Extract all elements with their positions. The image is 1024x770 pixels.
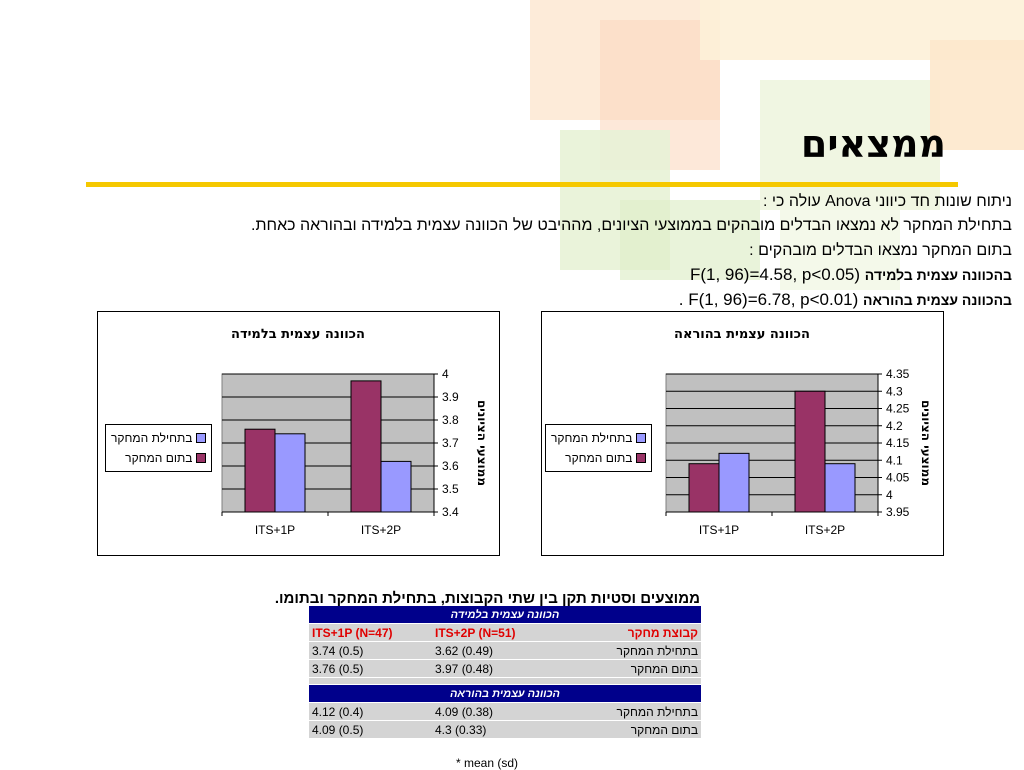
text-line-1: ניתוח שונות חד כיווני Anova עולה כי :	[763, 193, 1012, 210]
legend-item-end: בתום המחקר	[111, 448, 207, 468]
y-tick-label: 4.25	[886, 402, 910, 416]
y-tick-label: 4	[442, 367, 449, 381]
line5-end: .	[678, 290, 684, 309]
legend-item-start: בתחילת המחקר	[551, 428, 647, 448]
y-tick-label: 4.1	[886, 453, 903, 467]
table-cell: 3.76 (0.5)	[309, 659, 432, 678]
y-tick-label: 3.95	[886, 505, 910, 519]
col2-header: ITS+2P (N=51)	[432, 623, 555, 642]
x-tick-label: ITS+1P	[699, 523, 739, 537]
row-label: בתחילת המחקר	[555, 702, 701, 721]
bar	[794, 390, 826, 513]
table-cell: 4.12 (0.4)	[309, 702, 432, 721]
y-tick-label: 4.2	[886, 419, 903, 433]
col1-header: ITS+1P (N=47)	[309, 623, 432, 642]
text-line-4: בהכוונה עצמית בלמידה F(1, 96)=4.58, p<0.…	[112, 265, 1012, 285]
table-row: 3.74 (0.5) 3.62 (0.49) בתחילת המחקר	[309, 641, 701, 660]
chart-learning-svg: הכוונה עצמית בלמידה 3.4 3.5 3.6 3.7 3.8 3.9 4 ממ…	[221, 327, 489, 537]
line5-stat: F(1, 96)=6.78, p<0.01)	[688, 290, 859, 309]
y-tick-label: 4	[886, 488, 893, 502]
legend-swatch-start	[196, 433, 207, 443]
y-tick-label: 3.9	[442, 390, 459, 404]
table-section-header: הכוונה עצמית בלמידה	[309, 606, 701, 624]
legend-swatch-end	[636, 453, 647, 463]
table-spacer	[309, 677, 701, 685]
text-line-5: בהכוונה עצמית בהוראה F(1, 96)=6.78, p<0.…	[112, 290, 1012, 310]
table-cell: 4.09 (0.38)	[432, 702, 555, 721]
footnote: * mean (sd)	[456, 756, 519, 770]
table-header-row: ITS+1P (N=47) ITS+2P (N=51) קבוצת מחקר	[309, 623, 701, 642]
y-tick-label: 3.7	[442, 436, 459, 450]
bar	[350, 380, 382, 513]
table-cell: 3.74 (0.5)	[309, 641, 432, 660]
y-tick-label: 3.4	[442, 505, 459, 519]
group-header: קבוצת מחקר	[555, 623, 701, 642]
text-line-3: בתום המחקר נמצאו הבדלים מובהקים :	[749, 242, 1012, 259]
table-title: ממוצעים וסטיות תקן בין שתי הקבוצות, בתחי…	[274, 590, 700, 607]
text-line-2: בתחילת המחקר לא נמצאו הבדלים מובהקים בממ…	[251, 217, 1012, 234]
decor-block	[780, 200, 900, 290]
y-tick-label: 3.8	[442, 413, 459, 427]
table-cell: 3.97 (0.48)	[432, 659, 555, 678]
bar	[380, 460, 412, 513]
slide-title: ממצאים	[800, 122, 946, 166]
legend-item-start: בתחילת המחקר	[111, 428, 207, 448]
y-tick-label: 4.05	[886, 471, 910, 485]
y-tick-label: 3.5	[442, 482, 459, 496]
table-row: 4.12 (0.4) 4.09 (0.38) בתחילת המחקר	[309, 702, 701, 721]
y-tick-label: 3.6	[442, 459, 459, 473]
chart-learning-legend: בתחילת המחקר בתום המחקר	[105, 424, 213, 472]
legend-label-start: בתחילת המחקר	[551, 431, 633, 445]
bar	[688, 463, 720, 513]
table-cell: 4.3 (0.33)	[432, 720, 555, 739]
legend-swatch-start	[636, 433, 647, 443]
decor-block	[620, 200, 760, 280]
title-underline	[86, 182, 958, 187]
table-cell: 3.62 (0.49)	[432, 641, 555, 660]
y-axis-label: ממוצעי הציונים	[475, 400, 489, 486]
y-axis-label: ממוצעי הציונים	[919, 400, 933, 486]
decor-block	[760, 80, 940, 210]
x-tick-label: ITS+2P	[361, 523, 401, 537]
chart-teaching: הכוונה עצמית בהוראה 3.95 4 4.05 4.1 4.15 4.2 4.…	[541, 311, 944, 556]
legend-item-end: בתום המחקר	[551, 448, 647, 468]
row-label: בתום המחקר	[555, 720, 701, 739]
line4-label: בהכוונה עצמית בלמידה	[864, 267, 1012, 283]
chart-teaching-svg: הכוונה עצמית בהוראה 3.95 4 4.05 4.1 4.15 4.2 4.…	[665, 327, 933, 537]
row-label: בתום המחקר	[555, 659, 701, 678]
legend-label-end: בתום המחקר	[565, 451, 633, 465]
x-tick-label: ITS+2P	[805, 523, 845, 537]
means-table: הכוונה עצמית בלמידה ITS+1P (N=47) ITS+2P…	[309, 606, 701, 739]
bar	[824, 463, 856, 513]
section-learning: הכוונה עצמית בלמידה	[309, 606, 701, 624]
section-teaching: הכוונה עצמית בהוראה	[309, 684, 701, 703]
legend-label-end: בתום המחקר	[125, 451, 193, 465]
line5-label: בהכוונה עצמית בהוראה	[863, 292, 1012, 308]
row-label: בתחילת המחקר	[555, 641, 701, 660]
y-tick-label: 4.35	[886, 367, 910, 381]
bar	[274, 433, 306, 513]
table-section-header: הכוונה עצמית בהוראה	[309, 684, 701, 703]
legend-swatch-end	[196, 453, 207, 463]
chart-teaching-legend: בתחילת המחקר בתום המחקר	[545, 424, 653, 472]
chart-title: הכוונה עצמית בהוראה	[674, 327, 810, 342]
y-tick-label: 4.3	[886, 384, 903, 398]
chart-title: הכוונה עצמית בלמידה	[231, 327, 365, 342]
legend-label-start: בתחילת המחקר	[111, 431, 193, 445]
table-row: 4.09 (0.5) 4.3 (0.33) בתום המחקר	[309, 720, 701, 739]
decor-block	[930, 40, 1024, 150]
chart-learning: הכוונה עצמית בלמידה 3.4 3.5 3.6 3.7 3.8 3.9 4 ממ…	[97, 311, 500, 556]
bar	[718, 452, 750, 513]
x-tick-label: ITS+1P	[255, 523, 295, 537]
table-cell: 4.09 (0.5)	[309, 720, 432, 739]
y-tick-label: 4.15	[886, 436, 910, 450]
bar	[244, 428, 276, 513]
line4-stat: F(1, 96)=4.58, p<0.05)	[689, 265, 861, 284]
table-row: 3.76 (0.5) 3.97 (0.48) בתום המחקר	[309, 659, 701, 678]
